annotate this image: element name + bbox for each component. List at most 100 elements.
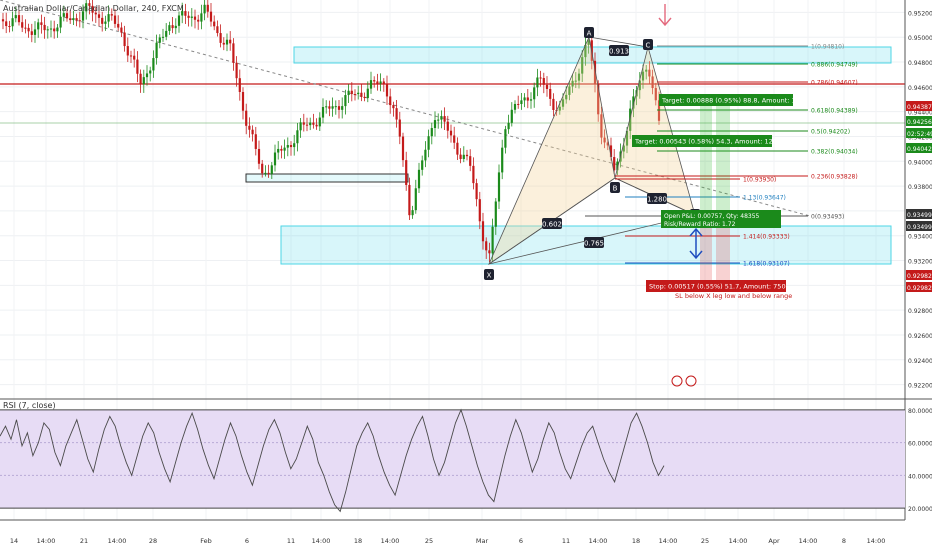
- candle-body: [53, 28, 56, 32]
- candle-body: [174, 25, 177, 29]
- candle-body: [328, 106, 331, 109]
- time-tick-label: 28: [149, 537, 157, 545]
- target-label: Target: 0.00543 (0.58%) 54.3, Amount: 12…: [634, 138, 791, 146]
- fib-levels: 1(0.94810) 0.886(0.94749) 0.786(0.94607) 0.…: [585, 44, 858, 268]
- time-tick-label: 14: [10, 537, 18, 545]
- trend-line: [0, 0, 811, 217]
- price-tag-text: 0.93499: [907, 224, 932, 231]
- candle-body: [549, 88, 552, 99]
- candle-body: [440, 116, 443, 120]
- candle-body: [299, 122, 302, 131]
- price-tick-label: 0.94800: [908, 60, 932, 67]
- candle-body: [574, 80, 577, 82]
- time-tick-label: 25: [701, 537, 709, 545]
- price-tick-label: 0.92200: [908, 383, 932, 390]
- candle-body: [37, 22, 40, 30]
- pattern-ratio-label: 0.913: [609, 48, 629, 56]
- pattern-point-label: A: [587, 30, 592, 38]
- time-axis[interactable]: 14 14:00 21 14:00 28 Feb 6 11 14:00 18 14:00 25 Mar 6…: [0, 519, 905, 545]
- position-loss-zone-2: [716, 225, 730, 280]
- position-label: Open P&L: 0.00757, Qty: 48355: [664, 213, 760, 220]
- pattern-ratio-badge: [609, 45, 629, 56]
- position-loss-zone-1: [700, 225, 712, 280]
- candle-body: [401, 136, 405, 161]
- candle-body: [165, 30, 168, 37]
- candle-body: [353, 94, 357, 96]
- rsi-label: RSI (7, close): [3, 401, 56, 410]
- price-tag-text: 0.94042: [907, 146, 932, 153]
- candle-body: [5, 21, 8, 27]
- price-tick-label: 0.93800: [908, 184, 932, 191]
- candle-body: [587, 40, 590, 45]
- candle-body: [168, 25, 171, 31]
- time-tick-label: 14:00: [37, 537, 56, 545]
- candle-body: [337, 106, 341, 110]
- candle-body: [462, 154, 465, 160]
- candle-body: [542, 78, 545, 85]
- time-tick-label: 14:00: [381, 537, 400, 545]
- candle-body: [245, 110, 248, 126]
- price-tick-label: 0.93200: [908, 259, 932, 266]
- candle-body: [577, 73, 581, 81]
- zone-left: [245, 173, 409, 183]
- candle-body: [11, 18, 14, 27]
- rsi-level-label: 80.0000: [908, 408, 932, 415]
- candle-body: [414, 188, 417, 211]
- candle-body: [565, 94, 568, 100]
- candle-body: [389, 96, 392, 106]
- candle-body: [523, 97, 526, 101]
- candle-body: [600, 114, 603, 138]
- candle-body: [657, 100, 661, 121]
- candle-body: [91, 5, 94, 13]
- price-tick-label: 0.92400: [908, 358, 932, 365]
- candle-body: [469, 156, 472, 166]
- candle-body: [17, 15, 21, 23]
- candle-body: [385, 83, 389, 97]
- price-tick-label: 0.94600: [908, 85, 932, 92]
- candle-body: [200, 13, 203, 22]
- candle-body: [190, 16, 193, 18]
- candle-body: [443, 116, 446, 122]
- candle-body: [136, 59, 139, 74]
- candle-body: [270, 165, 273, 174]
- candle-body: [593, 60, 597, 85]
- candle-body: [289, 145, 293, 148]
- candle-body: [497, 172, 501, 202]
- candle-body: [539, 77, 542, 79]
- time-tick-label: 11: [562, 537, 570, 545]
- candle-body: [376, 81, 379, 84]
- time-tick-label: 14:00: [589, 537, 608, 545]
- price-tag: [906, 128, 932, 138]
- position-label-box: [661, 210, 781, 228]
- candle-body: [529, 99, 533, 101]
- candle-body: [373, 80, 376, 82]
- candle-body: [123, 32, 126, 47]
- time-tick-label: 11: [287, 537, 295, 545]
- pattern-ratio-badge: [584, 237, 604, 248]
- fib-label: 0.886(0.94749): [811, 62, 858, 69]
- candle-body: [459, 154, 462, 160]
- target-label-box: [632, 135, 772, 147]
- price-axis[interactable]: 0.95200 0.95000 0.94800 0.94600 0.94400 0.942…: [904, 0, 932, 520]
- candle-body: [187, 15, 190, 18]
- candle-body: [75, 18, 78, 21]
- candle-body: [632, 96, 635, 109]
- price-tag-text: 02:52:49: [907, 131, 932, 138]
- candle-body: [219, 33, 222, 43]
- pattern-ratio-label: 0.765: [584, 240, 604, 248]
- candle-body: [216, 26, 219, 34]
- candle-body: [357, 92, 360, 95]
- candle-body: [504, 129, 507, 148]
- rsi-level-label: 20.0000: [908, 506, 932, 513]
- price-tag-text: 0.93499: [907, 212, 932, 219]
- candle-body: [424, 149, 427, 161]
- candle-body: [107, 14, 110, 22]
- time-tick-label: 14:00: [312, 537, 331, 545]
- candle-body: [571, 80, 574, 87]
- price-tick-label: 0.94000: [908, 159, 932, 166]
- candle-body: [437, 119, 440, 121]
- candle-body: [561, 99, 565, 107]
- candle-body: [261, 163, 264, 174]
